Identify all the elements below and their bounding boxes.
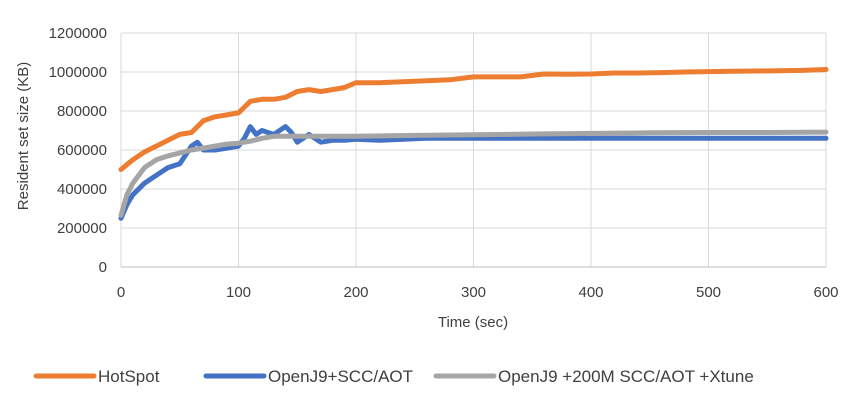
x-tick-label: 200	[343, 284, 368, 301]
y-tick-label: 600000	[57, 142, 107, 159]
y-tick-label: 0	[99, 259, 107, 276]
x-axis-label: Time (sec)	[438, 314, 508, 331]
y-axis-label: Resident set size (KB)	[15, 62, 32, 210]
y-tick-label: 1000000	[49, 64, 107, 81]
y-tick-label: 800000	[57, 103, 107, 120]
x-tick-label: 400	[578, 284, 603, 301]
x-tick-label: 500	[696, 284, 721, 301]
series-lines	[118, 67, 829, 221]
x-tick-label: 100	[226, 284, 251, 301]
legend-label-1: OpenJ9+SCC/AOT	[268, 367, 413, 386]
y-tick-label: 200000	[57, 220, 107, 237]
x-tick-label: 600	[813, 284, 838, 301]
y-tick-label: 400000	[57, 181, 107, 198]
series-line-2	[118, 129, 829, 218]
series-line-0	[118, 67, 829, 172]
x-tick-label: 0	[117, 284, 125, 301]
x-tick-label: 300	[461, 284, 486, 301]
series-line-1	[118, 124, 829, 221]
tick-labels: 0 200000 400000 600000 800000 1000000 1200000 0…	[49, 25, 839, 301]
legend-label-0: HotSpot	[98, 367, 160, 386]
legend-label-2: OpenJ9 +200M SCC/AOT +Xtune	[498, 367, 754, 386]
legend: HotSpot OpenJ9+SCC/AOT OpenJ9 +200M SCC/AO…	[33, 367, 754, 386]
y-tick-label: 1200000	[49, 25, 107, 42]
